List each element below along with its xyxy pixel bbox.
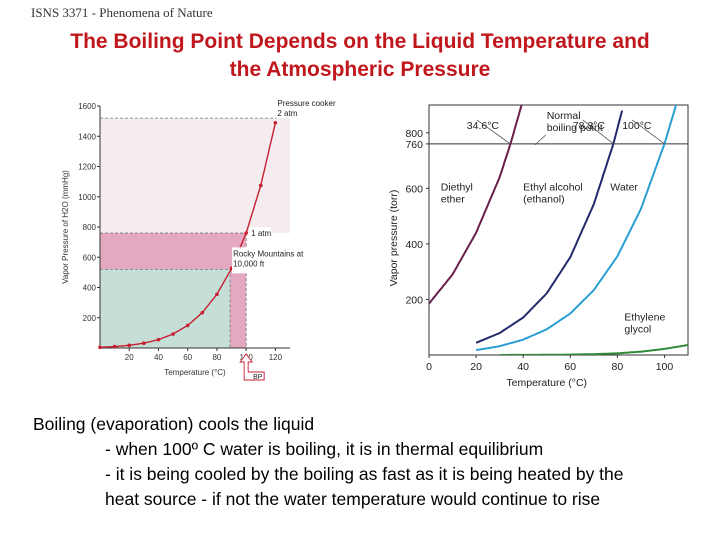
course-label: ISNS 3371 - Phenomena of Nature bbox=[31, 5, 213, 20]
x-tick-label: 80 bbox=[212, 353, 221, 362]
y-axis-label: Vapor pressure (torr) bbox=[388, 190, 400, 287]
vapor-curve-2 bbox=[475, 105, 678, 352]
y-tick-label: 400 bbox=[83, 284, 97, 293]
mountain-band bbox=[100, 269, 231, 348]
mountain-label-bg bbox=[232, 247, 309, 274]
data-point bbox=[244, 231, 248, 235]
y-tick-label: 1200 bbox=[78, 163, 96, 172]
data-point bbox=[215, 292, 219, 297]
data-point bbox=[127, 343, 132, 348]
y-tick-label: 1600 bbox=[78, 102, 96, 111]
series-label-3: Ethylene bbox=[624, 311, 665, 323]
data-point bbox=[98, 345, 102, 350]
x-tick-label: 60 bbox=[564, 361, 576, 373]
body-line-4: heat source - if not the water temperatu… bbox=[105, 489, 601, 509]
y-axis-label: Vapor Pressure of H2O (mmHg) bbox=[61, 170, 70, 284]
body-line-2: - when 100º C water is boiling, it is in… bbox=[105, 439, 544, 459]
data-point bbox=[171, 332, 175, 336]
body-line-1: Boiling (evaporation) cools the liquid bbox=[33, 414, 315, 434]
bp-arrow-icon bbox=[239, 353, 265, 381]
data-point bbox=[185, 323, 190, 328]
body-text: Boiling (evaporation) cools the liquid -… bbox=[33, 412, 624, 512]
y-tick-label: 760 bbox=[405, 139, 423, 151]
normal-bp-pointer bbox=[534, 134, 546, 146]
bp-pointer-2 bbox=[631, 119, 665, 145]
bp-pointer-0 bbox=[476, 119, 511, 145]
one-atm-label-bg bbox=[249, 227, 272, 239]
body-line-3: - it is being cooled by the boiling as f… bbox=[105, 464, 624, 484]
y-tick-label: 200 bbox=[83, 314, 97, 323]
bp-pointer-1 bbox=[582, 119, 614, 145]
one-atm-band bbox=[100, 233, 247, 270]
title-line-1: The Boiling Point Depends on the Liquid … bbox=[70, 30, 650, 53]
series-label-3-line2: glycol bbox=[624, 323, 651, 335]
pressure-cooker-value: 2 atm bbox=[277, 109, 297, 118]
y-tick-label: 600 bbox=[405, 183, 423, 195]
pressure-cooker-band bbox=[100, 118, 290, 234]
series-label-1: Ethyl alcohol bbox=[523, 181, 583, 193]
x-axis-label: Temperature (°C) bbox=[506, 377, 587, 389]
x-tick-label: 80 bbox=[612, 361, 624, 373]
y-tick-label: 400 bbox=[405, 239, 423, 251]
series-label-1-line2: (ethanol) bbox=[523, 193, 564, 205]
x-tick-label: 40 bbox=[154, 353, 163, 362]
data-point bbox=[258, 183, 263, 188]
mountain-altitude: 10,000 ft bbox=[233, 259, 265, 268]
y-tick-label: 1400 bbox=[78, 132, 96, 141]
bp-label: BP bbox=[253, 374, 263, 381]
bp-label-0: 34.6°C bbox=[467, 120, 500, 132]
x-tick-label: 0 bbox=[426, 361, 432, 373]
vapor-curve-0 bbox=[429, 105, 523, 305]
y-tick-label: 200 bbox=[405, 294, 423, 306]
pressure-cooker-label: Pressure cooker bbox=[277, 99, 336, 108]
data-point bbox=[112, 344, 117, 349]
slide-title: The Boiling Point Depends on the Liquid … bbox=[0, 28, 720, 84]
mountain-label: Rocky Mountains at bbox=[233, 249, 304, 258]
vapor-curve-3 bbox=[499, 344, 688, 355]
y-tick-label: 600 bbox=[83, 253, 97, 262]
one-atm-label: 1 atm bbox=[251, 229, 271, 238]
data-point bbox=[273, 120, 278, 125]
x-tick-label: 20 bbox=[125, 353, 134, 362]
series-label-2: Water bbox=[610, 181, 638, 193]
series-label-0-line2: ether bbox=[441, 193, 465, 205]
water-vapor-pressure-chart: 2004006008001000120014001600204060801001… bbox=[61, 99, 336, 381]
x-tick-label: 60 bbox=[183, 353, 192, 362]
series-label-0: Diethyl bbox=[441, 181, 473, 193]
guide-lines bbox=[100, 117, 277, 348]
x-tick-label: 20 bbox=[470, 361, 482, 373]
x-axis-label: Temperature (°C) bbox=[164, 368, 226, 377]
y-tick-label: 1000 bbox=[78, 193, 96, 202]
bp-label-1: 78.3°C bbox=[573, 120, 606, 132]
vapor-curve-1 bbox=[475, 110, 624, 344]
bp-label-2: 100°C bbox=[622, 120, 652, 132]
title-line-2: the Atmospheric Pressure bbox=[229, 58, 491, 81]
x-tick-label: 100 bbox=[656, 361, 674, 373]
y-tick-label: 800 bbox=[83, 223, 97, 232]
data-point bbox=[156, 337, 161, 342]
y-tick-label: 800 bbox=[405, 128, 423, 140]
data-point bbox=[200, 310, 205, 315]
normal-bp-label-line2: boiling point bbox=[547, 122, 603, 134]
normal-bp-label: Normal bbox=[547, 110, 581, 122]
data-point bbox=[142, 341, 146, 345]
x-tick-label: 120 bbox=[269, 353, 283, 362]
x-tick-label: 40 bbox=[517, 361, 529, 373]
one-atm-column bbox=[230, 269, 247, 348]
